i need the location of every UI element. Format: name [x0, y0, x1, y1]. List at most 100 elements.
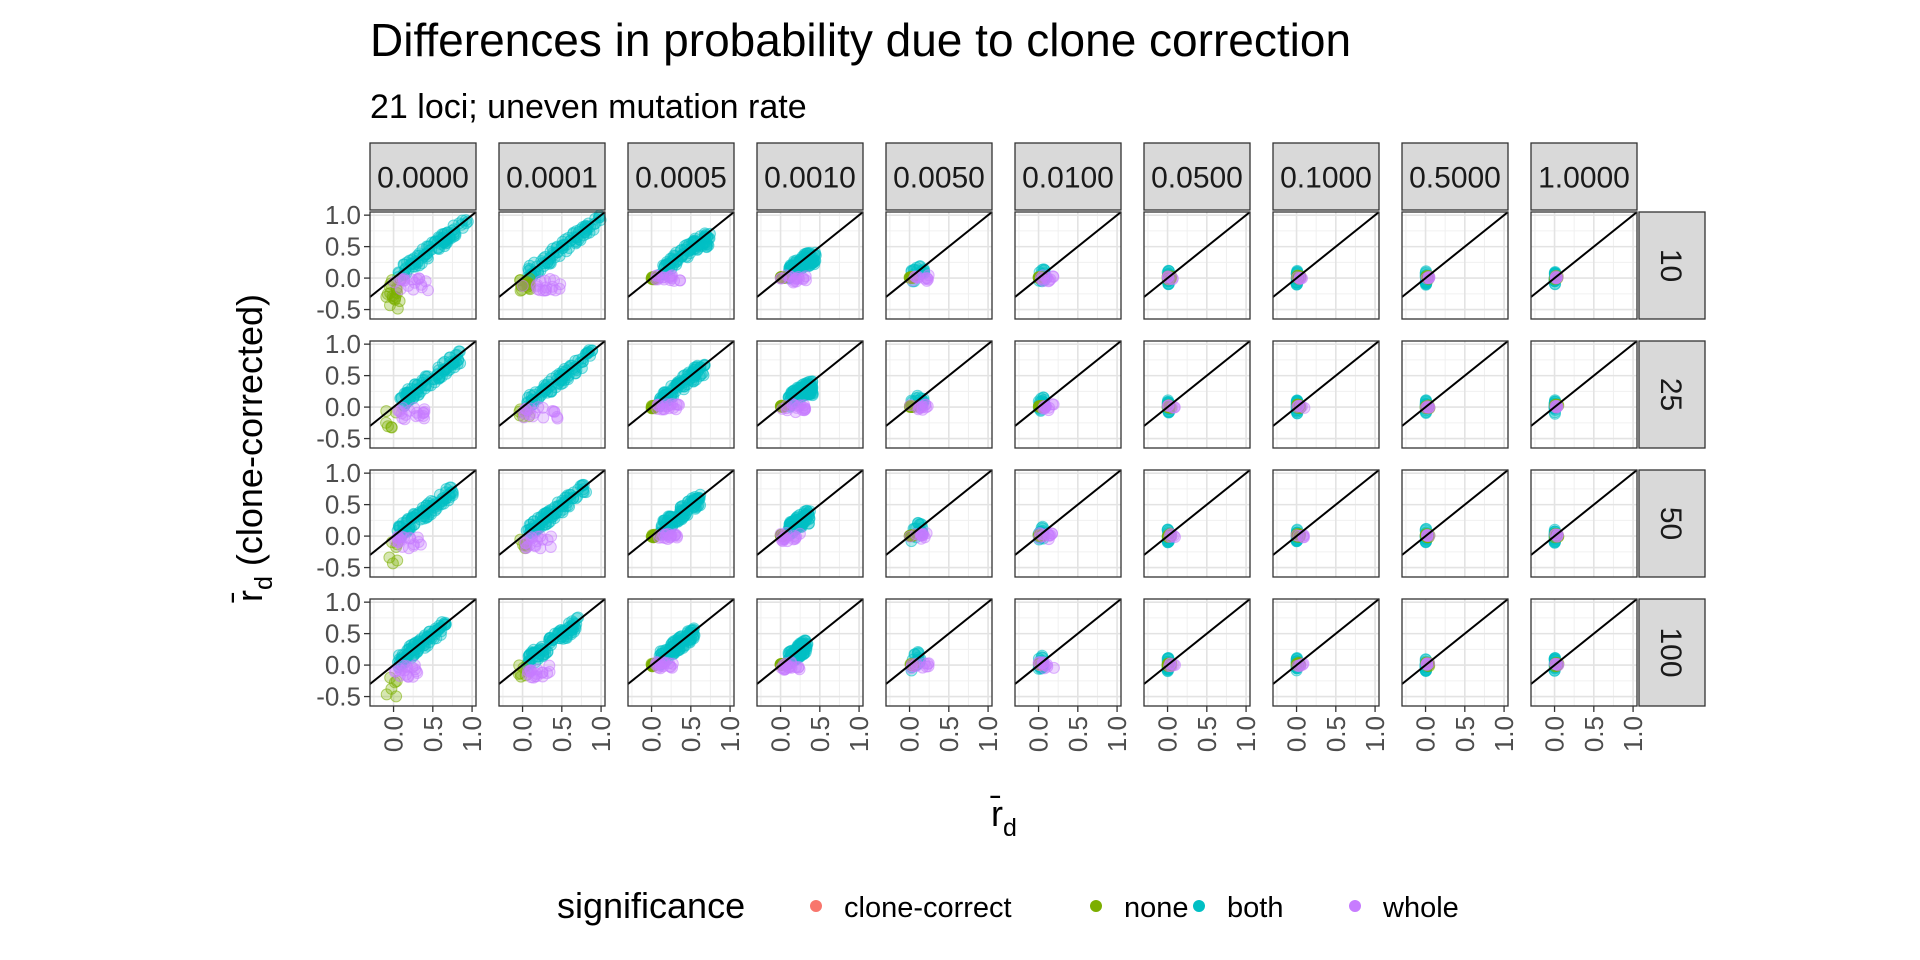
x-tick-label: 1.0 — [1489, 716, 1519, 752]
panel-background — [1015, 212, 1121, 319]
panel-border — [756, 211, 864, 320]
y-axis-ticks: -0.50.00.51.0-0.50.00.51.0-0.50.00.51.0-… — [316, 200, 370, 712]
panel-background — [1273, 212, 1379, 319]
x-tick-label: 0.0 — [1411, 716, 1441, 752]
column-strip-label: 0.0500 — [1151, 162, 1243, 195]
data-point-both — [550, 241, 563, 254]
facet-panel — [1401, 340, 1509, 449]
facet-panel — [1401, 211, 1509, 320]
panel-border — [498, 211, 606, 320]
facet-panel — [498, 469, 606, 578]
panel-background — [1015, 341, 1121, 448]
x-axis-title: r̄d — [990, 793, 1017, 842]
facet-panel — [369, 598, 477, 707]
facet-panel — [1143, 211, 1251, 320]
x-tick-label: 0.5 — [1450, 716, 1480, 752]
panel-background — [1144, 212, 1250, 319]
data-point-whole — [539, 274, 551, 287]
y-tick-label: 0.5 — [325, 361, 361, 391]
legend-entry-whole: whole — [1349, 892, 1459, 924]
data-point-whole — [673, 399, 685, 411]
y-tick-label: 0.0 — [325, 392, 361, 422]
y-tick-label: -0.5 — [316, 424, 361, 454]
data-point-whole — [398, 413, 411, 426]
facet-panel — [1530, 598, 1638, 707]
legend-swatch — [1090, 900, 1102, 912]
facet-panel — [1014, 598, 1122, 707]
x-tick-label: 0.0 — [895, 716, 925, 752]
facet-panel — [885, 469, 993, 578]
x-tick-label: 1.0 — [1360, 716, 1390, 752]
facet-panel — [627, 598, 735, 707]
reference-line-y-equals-x — [756, 211, 864, 298]
x-tick-label: 0.0 — [1024, 716, 1054, 752]
facet-panel — [498, 209, 607, 320]
facet-panel — [1014, 211, 1122, 320]
legend: significance clone-correct none both whole — [557, 885, 1459, 926]
reference-line-y-equals-x — [885, 211, 993, 298]
x-tick-label: 0.0 — [637, 716, 667, 752]
reference-line-y-equals-x — [627, 211, 735, 298]
y-tick-label: 1.0 — [325, 458, 361, 488]
data-point-both — [806, 255, 819, 268]
data-point-whole — [797, 272, 810, 285]
legend-title: significance — [557, 885, 745, 926]
data-point-whole — [516, 279, 529, 292]
y-tick-label: 0.5 — [325, 490, 361, 520]
row-strip-label: 10 — [1654, 249, 1687, 282]
y-axis-title: r̄d (clone-corrected) — [229, 294, 278, 603]
row-strip-label: 100 — [1654, 627, 1687, 677]
data-point-whole — [544, 541, 557, 553]
reference-line-y-equals-x — [498, 211, 606, 298]
y-tick-label: 0.0 — [325, 521, 361, 551]
data-point-both — [580, 223, 593, 236]
legend-label: both — [1227, 892, 1283, 924]
y-tick-label: 0.0 — [325, 263, 361, 293]
data-point-whole — [549, 284, 562, 297]
facet-panel — [756, 340, 864, 449]
panel-background — [1531, 341, 1637, 448]
facet-panel — [1014, 340, 1122, 449]
panel-background — [1531, 599, 1637, 706]
column-strip-label: 0.1000 — [1280, 162, 1372, 195]
panel-background — [1402, 599, 1508, 706]
panel-background — [1144, 470, 1250, 577]
data-point-none — [385, 682, 398, 695]
x-tick-label: 0.5 — [934, 716, 964, 752]
facet-panel — [885, 211, 993, 320]
data-point-whole — [674, 274, 687, 287]
facet-panel — [1530, 211, 1638, 320]
chart-title: Differences in probability due to clone … — [370, 14, 1351, 66]
y-tick-label: -0.5 — [316, 295, 361, 325]
data-point-both — [701, 238, 714, 251]
data-point-whole — [789, 531, 802, 544]
facet-panel — [1143, 598, 1251, 707]
panel-background — [1273, 341, 1379, 448]
data-point-whole — [534, 530, 547, 543]
column-facet-strips: 0.0000 0.0001 0.0005 0.0010 0.0050 0.0100 0.05… — [369, 142, 1638, 211]
data-point-whole — [783, 272, 796, 285]
legend-label: whole — [1382, 892, 1459, 924]
y-axis-title-suffix: (clone-corrected) — [229, 294, 270, 576]
facet-panel — [1530, 340, 1638, 449]
facet-panel — [1530, 469, 1638, 578]
facet-panel — [627, 469, 735, 578]
data-point-whole — [409, 663, 422, 676]
facet-panel — [369, 469, 477, 578]
column-strip-label: 0.0100 — [1022, 162, 1114, 195]
y-tick-label: 1.0 — [325, 200, 361, 230]
data-point-whole — [529, 540, 542, 553]
panel-background — [1273, 599, 1379, 706]
legend-entry-none: none — [1090, 892, 1189, 924]
y-tick-label: 1.0 — [325, 587, 361, 617]
data-point-whole — [394, 283, 407, 296]
y-axis-title-main: r̄ — [229, 590, 270, 603]
facet-panel — [627, 340, 735, 449]
legend-swatch — [1349, 900, 1361, 912]
reference-line-y-equals-x — [369, 211, 477, 298]
row-strip-label: 25 — [1654, 378, 1687, 411]
y-tick-label: 1.0 — [325, 329, 361, 359]
panel-background — [886, 212, 992, 319]
data-point-whole — [653, 529, 666, 542]
data-point-whole — [918, 272, 931, 285]
